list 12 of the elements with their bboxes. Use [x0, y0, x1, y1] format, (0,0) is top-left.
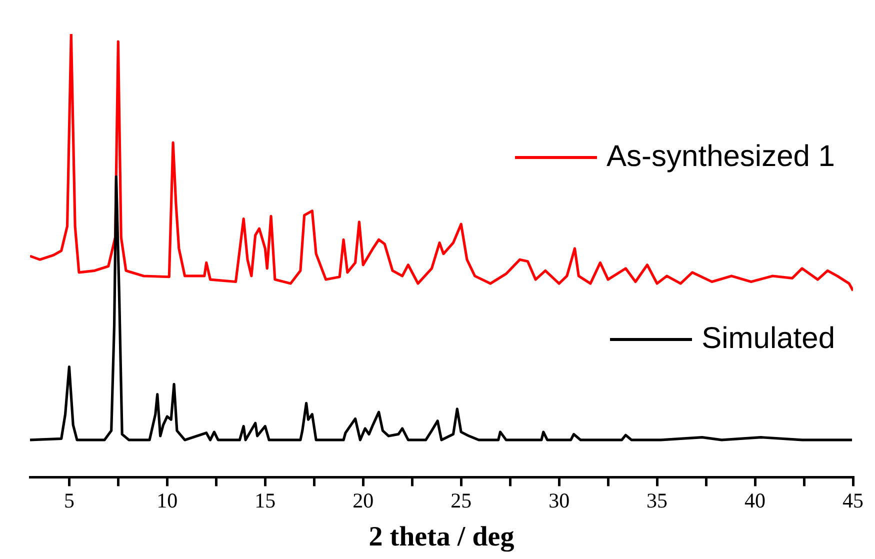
x-tick-label: 30 [548, 488, 570, 512]
x-tick-label: 25 [450, 488, 472, 512]
x-tick-label: 45 [842, 488, 864, 512]
x-tick-label: 20 [352, 488, 374, 512]
x-tick-label: 40 [744, 488, 766, 512]
x-axis-title: 2 theta / deg [368, 521, 514, 552]
x-tick-label: 15 [254, 488, 276, 512]
x-tick-label: 5 [64, 488, 74, 512]
legend-label: As-synthesized 1 [606, 140, 835, 174]
x-tick-label: 35 [646, 488, 668, 512]
legend-label: Simulated [702, 322, 835, 356]
x-tick-label: 10 [156, 488, 178, 512]
